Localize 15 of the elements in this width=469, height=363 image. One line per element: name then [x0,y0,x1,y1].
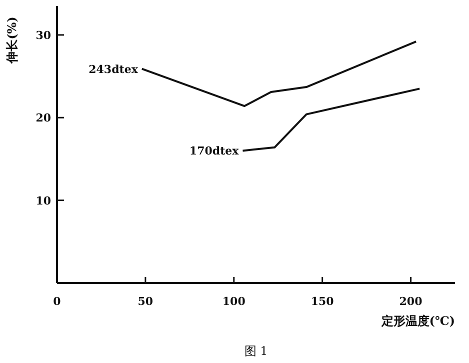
y-tick-label: 30 [36,28,52,42]
line-series [140,40,418,108]
x-tick-label: 0 [53,295,62,308]
caption: 图 1 [244,344,268,358]
y-tick-label: 20 [36,112,52,125]
y-tick-label: 10 [36,194,52,208]
series-label: 170dtex [189,144,240,158]
x-tick-label: 100 [222,295,246,308]
x-tick-label: 150 [310,295,334,308]
y-axis-title: 伸长(%) [5,16,19,64]
x-axis-title: 定形温度(℃) [380,314,455,328]
series-label: 243dtex [88,62,138,76]
line-series [242,88,421,152]
x-tick-label: 50 [138,295,154,308]
x-tick-label: 200 [399,295,423,308]
